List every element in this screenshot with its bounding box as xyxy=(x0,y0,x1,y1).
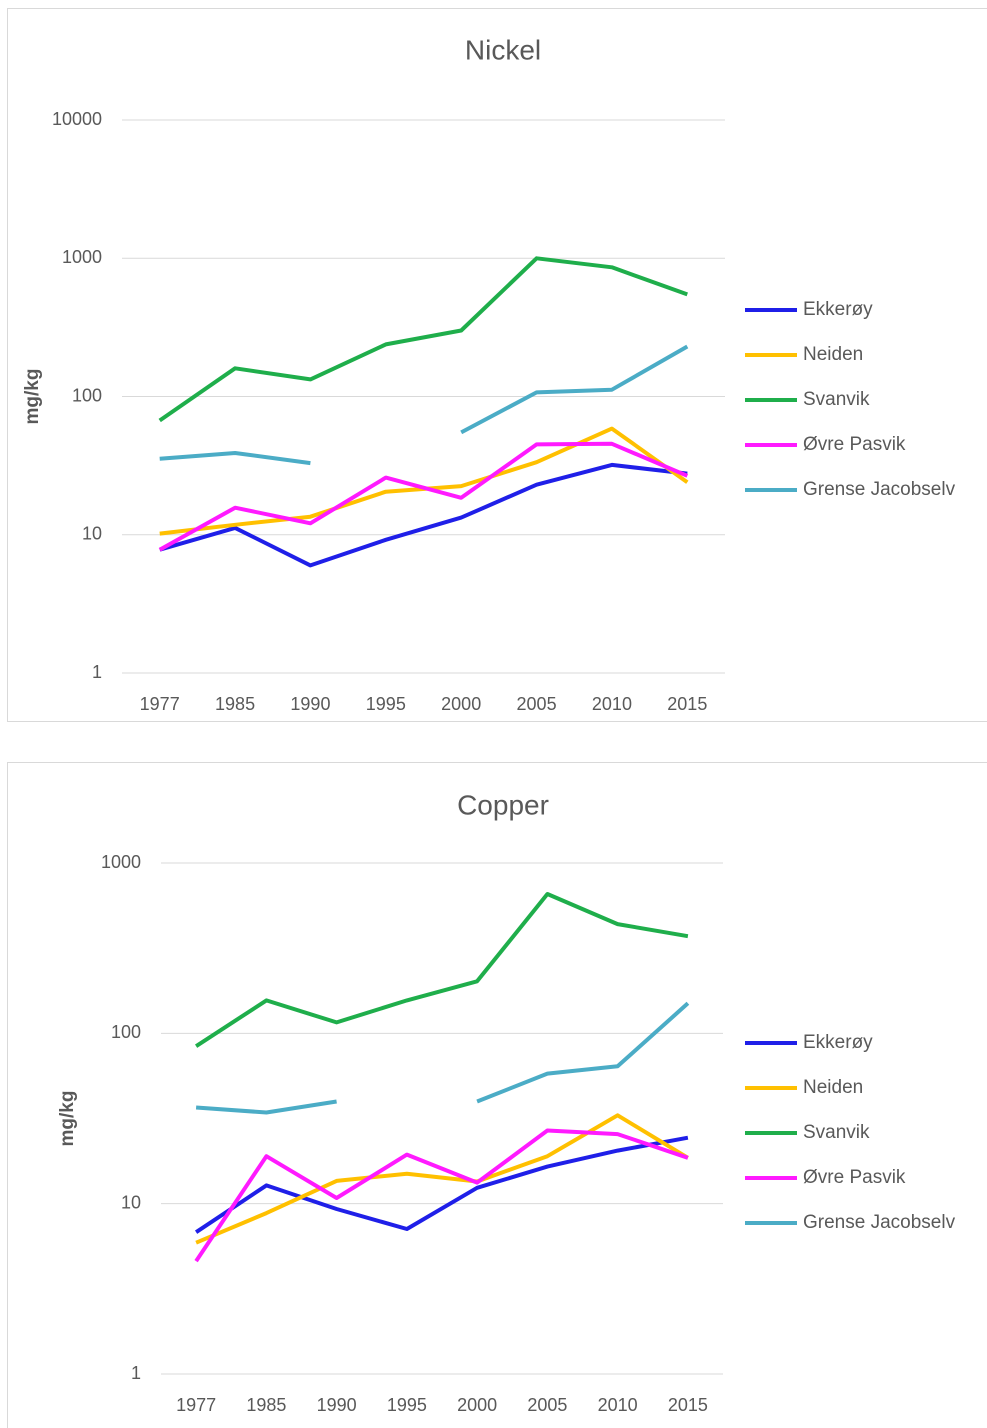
x-tick-label: 2005 xyxy=(527,1395,567,1415)
x-tick-label: 2015 xyxy=(667,694,707,714)
x-tick-label: 1995 xyxy=(387,1395,427,1415)
y-tick-label: 1 xyxy=(131,1363,141,1383)
y-axis-label: mg/kg xyxy=(57,1091,78,1147)
panel xyxy=(7,762,987,1428)
x-tick-label: 1977 xyxy=(176,1395,216,1415)
legend-label: Grense Jacobselv xyxy=(803,479,956,500)
series-line xyxy=(159,344,689,466)
x-tick-label: 1985 xyxy=(215,694,255,714)
chart-title: Nickel xyxy=(465,34,541,65)
x-tick-label: 1977 xyxy=(140,694,180,714)
y-tick-label: 10 xyxy=(121,1192,141,1212)
series-line xyxy=(194,1128,689,1263)
x-tick-label: 1990 xyxy=(317,1395,357,1415)
x-tick-label: 2000 xyxy=(441,694,481,714)
series-line xyxy=(195,1001,690,1115)
y-tick-label: 10000 xyxy=(52,109,102,129)
x-tick-label: 2010 xyxy=(598,1395,638,1415)
y-tick-label: 100 xyxy=(72,385,102,405)
x-tick-label: 2005 xyxy=(517,694,557,714)
series-line xyxy=(158,441,689,552)
legend-label: Grense Jacobselv xyxy=(803,1212,956,1233)
series-line xyxy=(158,256,688,423)
y-axis-label: mg/kg xyxy=(22,369,43,425)
y-tick-label: 1 xyxy=(92,662,102,682)
legend-label: Øvre Pasvik xyxy=(803,434,906,455)
legend-label: Øvre Pasvik xyxy=(803,1167,906,1188)
x-tick-label: 2000 xyxy=(457,1395,497,1415)
legend-label: Svanvik xyxy=(803,389,870,410)
x-tick-label: 2015 xyxy=(668,1395,708,1415)
x-tick-label: 2010 xyxy=(592,694,632,714)
series-line xyxy=(194,1135,689,1234)
legend-label: Neiden xyxy=(803,344,863,365)
x-tick-label: 1985 xyxy=(246,1395,286,1415)
chart-title: Copper xyxy=(457,789,549,820)
legend-label: Svanvik xyxy=(803,1122,870,1143)
legend-label: Neiden xyxy=(803,1077,863,1098)
series-line xyxy=(195,1113,689,1245)
x-tick-label: 1990 xyxy=(290,694,330,714)
series-line xyxy=(159,462,688,568)
legend-label: Ekkerøy xyxy=(803,1032,873,1053)
panel xyxy=(7,8,987,722)
legend-label: Ekkerøy xyxy=(803,299,873,320)
y-tick-label: 1000 xyxy=(101,852,141,872)
x-tick-label: 1995 xyxy=(366,694,406,714)
y-tick-label: 100 xyxy=(111,1022,141,1042)
y-tick-label: 10 xyxy=(82,524,102,544)
y-tick-label: 1000 xyxy=(62,247,102,267)
series-line xyxy=(195,892,689,1048)
